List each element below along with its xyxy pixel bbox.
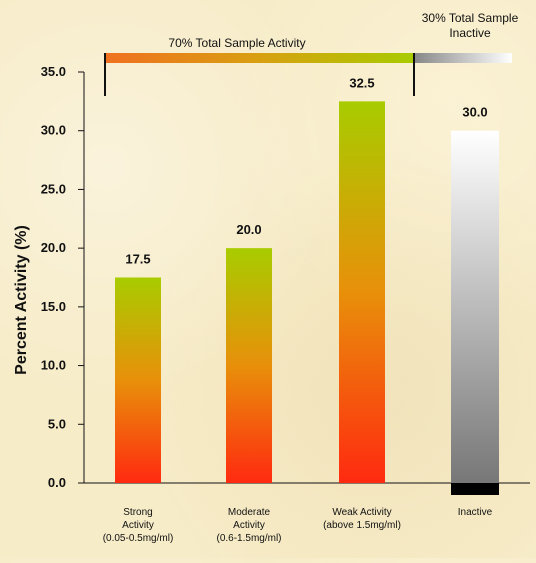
- annotation-banners: 70% Total Sample Activity 30% Total Samp…: [104, 11, 519, 96]
- category-labels: Strong Activity (0.05-0.5mg/ml) Moderate Act…: [103, 507, 493, 544]
- y-ticks: 0.0 5.0 10.0 15.0 20.0 25.0 30.0 35.0: [41, 64, 84, 490]
- value-label: 17.5: [125, 252, 150, 267]
- bar-0: [115, 277, 161, 483]
- y-tick-label: 20.0: [41, 240, 66, 255]
- y-tick-label: 30.0: [41, 123, 66, 138]
- y-axis-title: Percent Activity (%): [13, 225, 30, 375]
- y-tick-label: 25.0: [41, 181, 66, 196]
- inactive-banner-label-line1: 30% Total Sample: [422, 11, 519, 25]
- value-labels: 17.5 20.0 32.5 30.0: [125, 75, 487, 266]
- value-label: 20.0: [236, 222, 261, 237]
- inactive-banner-label-line2: Inactive: [449, 26, 491, 40]
- x-category-label: (0.6-1.5mg/ml): [216, 533, 281, 544]
- y-tick-label: 0.0: [48, 475, 66, 490]
- inactive-banner-bar: [415, 53, 512, 63]
- x-category-label: Strong: [123, 507, 152, 518]
- bar-inactive-base: [451, 483, 499, 495]
- x-category-label: (0.05-0.5mg/ml): [103, 533, 174, 544]
- bar-inactive: [451, 130, 499, 483]
- active-banner-label: 70% Total Sample Activity: [168, 36, 305, 50]
- x-category-label: (above 1.5mg/ml): [323, 520, 401, 531]
- x-category-label: Activity: [233, 520, 265, 531]
- bars: [115, 101, 499, 495]
- x-category-label: Activity: [122, 520, 154, 531]
- y-tick-label: 10.0: [41, 358, 66, 373]
- x-category-label: Inactive: [458, 507, 493, 518]
- x-category-label: Weak Activity: [332, 507, 391, 518]
- value-label: 32.5: [349, 75, 374, 90]
- value-label: 30.0: [462, 105, 487, 120]
- bar-1: [226, 248, 272, 483]
- y-tick-label: 35.0: [41, 64, 66, 79]
- y-tick-label: 15.0: [41, 299, 66, 314]
- x-category-label: Moderate: [228, 507, 271, 518]
- active-banner-bar: [105, 53, 415, 63]
- y-tick-label: 5.0: [48, 416, 66, 431]
- bar-2: [339, 101, 385, 483]
